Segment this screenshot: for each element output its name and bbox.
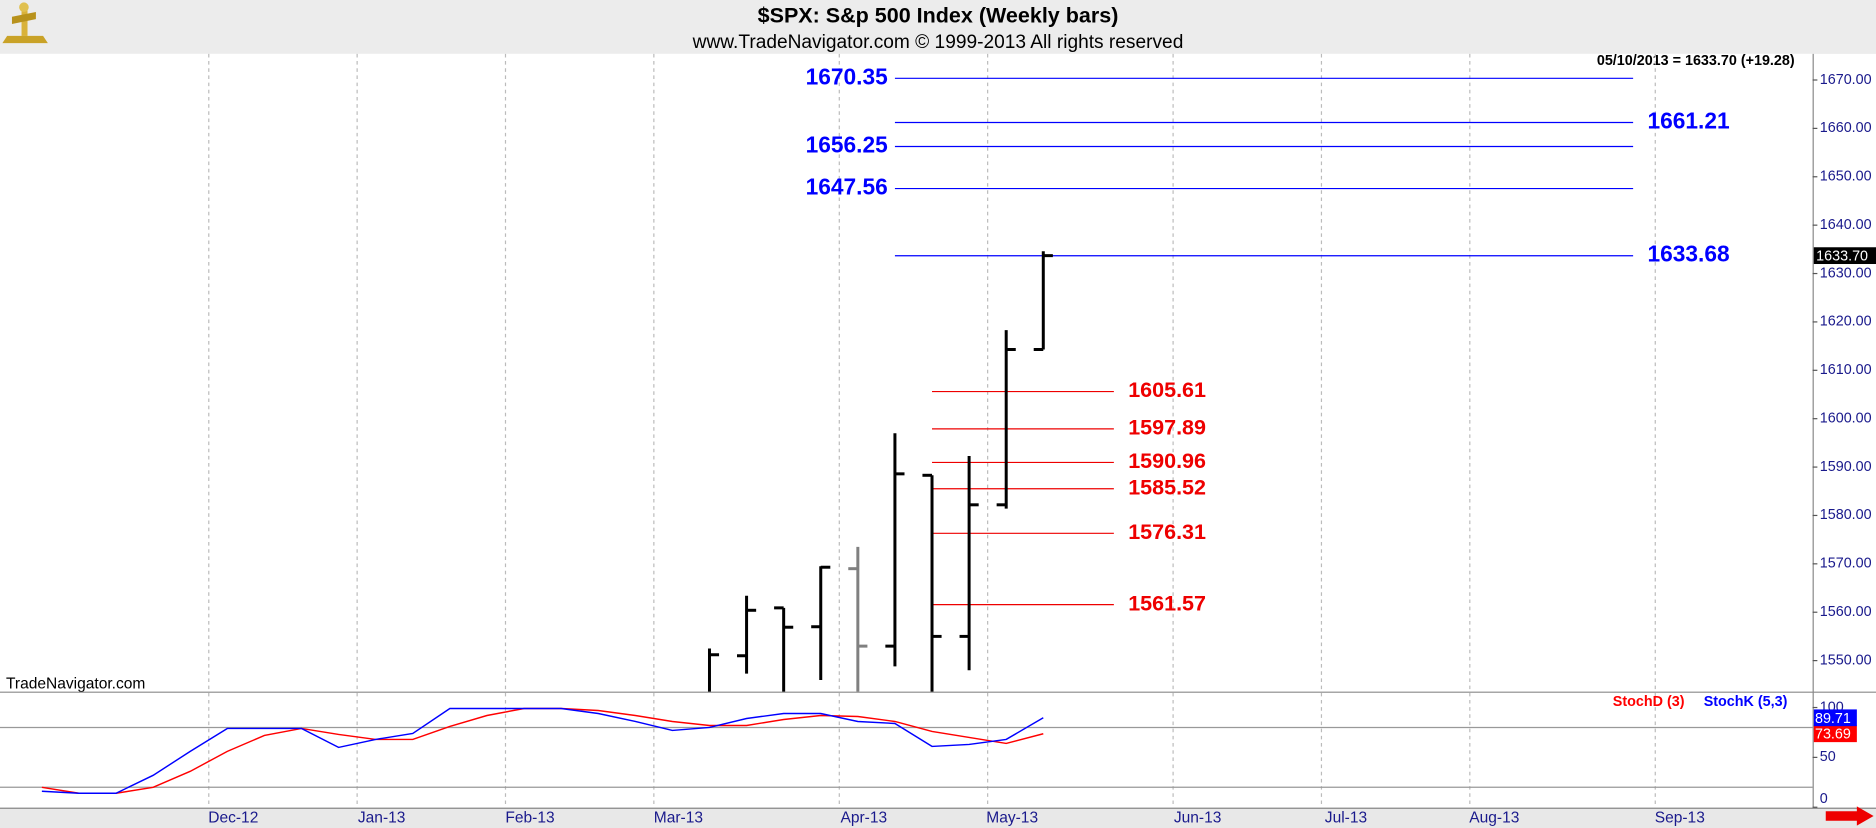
level-label: 1647.56 bbox=[806, 174, 888, 200]
y-tick-label: 1670.00 bbox=[1820, 72, 1872, 88]
x-tick-label: Sep-13 bbox=[1655, 810, 1705, 827]
x-tick-label: Jul-13 bbox=[1325, 810, 1367, 827]
y-tick-label: 1590.00 bbox=[1820, 459, 1872, 475]
y-tick-label: 1570.00 bbox=[1820, 556, 1872, 572]
level-label: 1656.25 bbox=[806, 132, 888, 158]
level-label: 1633.68 bbox=[1647, 241, 1729, 267]
y-tick-label: 1660.00 bbox=[1820, 120, 1872, 136]
y-tick-label: 0 bbox=[1820, 791, 1828, 807]
watermark: TradeNavigator.com bbox=[6, 676, 145, 693]
scroll-arrow[interactable] bbox=[1825, 806, 1874, 826]
last-price-box bbox=[1813, 247, 1876, 265]
level-label: 1670.35 bbox=[806, 63, 888, 89]
stoch-line bbox=[41, 707, 1044, 794]
logo bbox=[2, 2, 48, 44]
x-tick-label: Dec-12 bbox=[208, 810, 258, 827]
level-label: 1605.61 bbox=[1128, 378, 1206, 402]
y-tick-label: 1630.00 bbox=[1820, 265, 1872, 281]
y-tick-label: 1620.00 bbox=[1820, 314, 1872, 330]
y-tick-label: 1580.00 bbox=[1820, 507, 1872, 523]
header-band bbox=[0, 0, 1876, 54]
level-label: 1576.31 bbox=[1128, 520, 1206, 544]
price-annotation: 05/10/2013 = 1633.70 (+19.28) bbox=[1597, 53, 1795, 69]
x-axis-band bbox=[0, 807, 1876, 828]
chart-title: $SPX: S&p 500 Index (Weekly bars) bbox=[758, 3, 1119, 27]
level-label: 1597.89 bbox=[1128, 416, 1206, 440]
chart-subtitle: www.TradeNavigator.com © 1999-2013 All r… bbox=[692, 32, 1184, 53]
x-tick-label: Jun-13 bbox=[1174, 810, 1222, 827]
y-tick-label: 1610.00 bbox=[1820, 362, 1872, 378]
last-value-box bbox=[1813, 725, 1857, 743]
y-tick-label: 1650.00 bbox=[1820, 169, 1872, 185]
level-label: 1661.21 bbox=[1647, 108, 1729, 134]
plot-background bbox=[0, 53, 1813, 808]
y-tick-label: 1560.00 bbox=[1820, 604, 1872, 620]
last-value-label: 73.69 bbox=[1815, 727, 1851, 743]
last-value-label: 89.71 bbox=[1815, 711, 1851, 727]
x-tick-label: Apr-13 bbox=[840, 810, 887, 827]
last-price-label: 1633.70 bbox=[1816, 249, 1868, 265]
level-label: 1585.52 bbox=[1128, 475, 1206, 499]
last-value-box bbox=[1813, 709, 1857, 727]
price-plot bbox=[707, 77, 1634, 692]
x-tick-label: May-13 bbox=[986, 810, 1038, 827]
x-tick-label: Mar-13 bbox=[654, 810, 703, 827]
level-label: 1590.96 bbox=[1128, 449, 1206, 473]
x-tick-label: Jan-13 bbox=[358, 810, 406, 827]
y-tick-label: 1640.00 bbox=[1820, 217, 1872, 233]
legend-entry: StochD (3) bbox=[1613, 694, 1685, 710]
y-tick-label: 1600.00 bbox=[1820, 410, 1872, 426]
x-tick-label: Aug-13 bbox=[1469, 810, 1519, 827]
x-tick-label: Feb-13 bbox=[505, 810, 554, 827]
y-tick-label: 1550.00 bbox=[1820, 652, 1872, 668]
y-tick-label: 50 bbox=[1820, 749, 1836, 765]
level-label: 1561.57 bbox=[1128, 591, 1206, 615]
legend-entry: StochK (5,3) bbox=[1704, 694, 1788, 710]
